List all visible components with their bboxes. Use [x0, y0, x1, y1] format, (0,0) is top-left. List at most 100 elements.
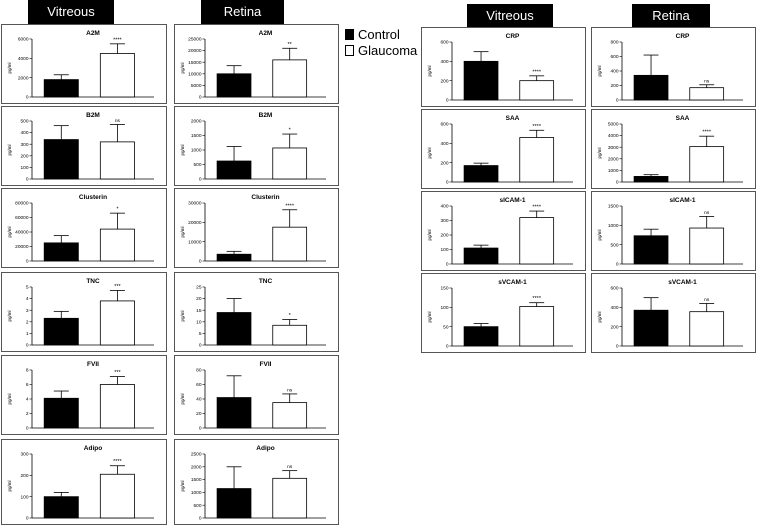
- chart-title: B2M: [259, 112, 273, 119]
- significance-label: ****: [113, 459, 122, 465]
- chart-svg: sVCAM-1 pg/ml 0 200 400 600 ns: [597, 279, 743, 350]
- y-tick-label: 600: [440, 122, 448, 128]
- chart-panel-left-vitreous-b2m: B2M pg/ml 0 100 200 300 400 500 ns: [1, 106, 167, 186]
- y-tick-label: 0: [446, 98, 449, 104]
- y-tick-label: 0: [26, 95, 29, 101]
- y-tick-label: 1500: [191, 133, 202, 139]
- bar-glaucoma: [519, 306, 555, 347]
- chart-svg: Adipo pg/ml 0 100 200 300 ****: [7, 445, 154, 522]
- y-axis-label: pg/ml: [7, 480, 12, 491]
- chart-title: Clusterin: [79, 194, 107, 201]
- y-axis-label: pg/ml: [597, 147, 602, 158]
- bar-control: [633, 176, 669, 183]
- y-axis-label: pg/ml: [597, 229, 602, 240]
- y-tick-label: 1: [26, 331, 29, 337]
- significance-label: ***: [114, 284, 121, 290]
- significance-label: ns: [287, 388, 293, 393]
- y-tick-label: 200: [440, 233, 448, 239]
- y-tick-label: 400: [440, 141, 448, 147]
- y-tick-label: 25000: [188, 37, 202, 43]
- bar-glaucoma: [519, 137, 555, 183]
- significance-label: ***: [114, 370, 121, 376]
- bar-glaucoma: [689, 87, 725, 101]
- significance-label: ns: [704, 211, 710, 216]
- significance-label: **: [288, 42, 293, 48]
- y-tick-label: 2500: [191, 452, 202, 458]
- y-tick-label: 20000: [15, 244, 29, 250]
- bar-control: [463, 165, 499, 183]
- y-tick-label: 100: [440, 305, 448, 311]
- column-header-right-retina: Retina: [632, 4, 710, 28]
- y-tick-label: 300: [440, 218, 448, 224]
- chart-panel-left-vitreous-clusterin: Clusterin pg/ml 0 20000 40000 60000 80000 *: [1, 188, 167, 268]
- y-tick-label: 0: [199, 177, 202, 183]
- y-tick-label: 5: [199, 331, 202, 337]
- y-tick-label: 400: [20, 130, 28, 136]
- chart-title: sVCAM-1: [668, 279, 697, 286]
- y-tick-label: 1000: [608, 223, 619, 229]
- y-tick-label: 400: [440, 59, 448, 65]
- legend-label-control: Control: [358, 26, 400, 42]
- bar-control: [43, 139, 79, 180]
- chart-title: Adipo: [256, 445, 274, 452]
- y-tick-label: 0: [616, 262, 619, 268]
- chart-svg: Clusterin pg/ml 0 20000 40000 60000 80000 *: [7, 194, 154, 265]
- y-axis-label: pg/ml: [427, 229, 432, 240]
- bar-control: [43, 496, 79, 519]
- chart-title: Adipo: [84, 445, 102, 452]
- y-axis-label: pg/ml: [180, 393, 185, 404]
- y-tick-label: 1500: [608, 204, 619, 210]
- bar-glaucoma: [99, 384, 135, 429]
- y-tick-label: 0: [446, 180, 449, 186]
- significance-label: ****: [532, 205, 541, 211]
- chart-svg: sVCAM-1 pg/ml 0 50 100 150 ****: [427, 279, 573, 350]
- bar-control: [216, 397, 252, 429]
- y-tick-label: 6: [26, 382, 29, 388]
- chart-title: TNC: [259, 278, 273, 285]
- y-tick-label: 3000: [608, 145, 619, 151]
- chart-svg: B2M pg/ml 0 100 200 300 400 500 ns: [7, 112, 154, 183]
- chart-title: FVII: [260, 361, 272, 368]
- bar-control: [633, 309, 669, 347]
- y-tick-label: 5000: [191, 83, 202, 89]
- y-tick-label: 500: [193, 503, 201, 509]
- bar-control: [633, 74, 669, 101]
- chart-title: sVCAM-1: [498, 279, 527, 286]
- y-tick-label: 5: [26, 285, 29, 291]
- y-axis-label: pg/ml: [7, 226, 12, 237]
- y-axis-label: pg/ml: [180, 62, 185, 73]
- y-tick-label: 400: [440, 204, 448, 210]
- y-tick-label: 150: [440, 286, 448, 292]
- y-tick-label: 0: [199, 95, 202, 101]
- bar-glaucoma: [99, 473, 135, 519]
- chart-svg: SAA pg/ml 0 1000 2000 3000 4000 5000 ****: [597, 115, 743, 186]
- y-axis-label: pg/ml: [427, 65, 432, 76]
- y-tick-label: 40: [196, 397, 202, 403]
- chart-panel-left-retina-adipo: Adipo pg/ml 0 500 1000 1500 2000 2500 ns: [174, 439, 339, 525]
- y-tick-label: 600: [610, 286, 618, 292]
- chart-svg: TNC pg/ml 0 5 10 15 20 25 *: [180, 278, 326, 349]
- bar-control: [216, 253, 252, 262]
- chart-title: CRP: [676, 33, 690, 40]
- y-tick-label: 500: [20, 119, 28, 125]
- significance-label: *: [116, 207, 119, 213]
- y-tick-label: 200: [440, 160, 448, 166]
- chart-svg: A2M pg/ml 0 5000 10000 15000 20000 25000 **: [180, 30, 326, 101]
- y-tick-label: 1000: [191, 148, 202, 154]
- y-tick-label: 80000: [15, 201, 29, 207]
- chart-title: sICAM-1: [669, 197, 695, 204]
- y-tick-label: 1000: [191, 490, 202, 496]
- y-tick-label: 200: [610, 83, 618, 89]
- bar-control: [463, 60, 499, 101]
- y-tick-label: 15000: [188, 60, 202, 66]
- chart-panel-right-vitreous-svcam-1: sVCAM-1 pg/ml 0 50 100 150 ****: [421, 273, 586, 353]
- y-tick-label: 0: [26, 516, 29, 522]
- y-tick-label: 4000: [608, 133, 619, 139]
- chart-title: FVII: [87, 361, 99, 368]
- y-tick-label: 100: [20, 165, 28, 171]
- y-tick-label: 0: [616, 180, 619, 186]
- y-tick-label: 2: [26, 411, 29, 417]
- y-tick-label: 0: [199, 259, 202, 265]
- y-tick-label: 0: [26, 343, 29, 349]
- bar-glaucoma: [99, 228, 135, 262]
